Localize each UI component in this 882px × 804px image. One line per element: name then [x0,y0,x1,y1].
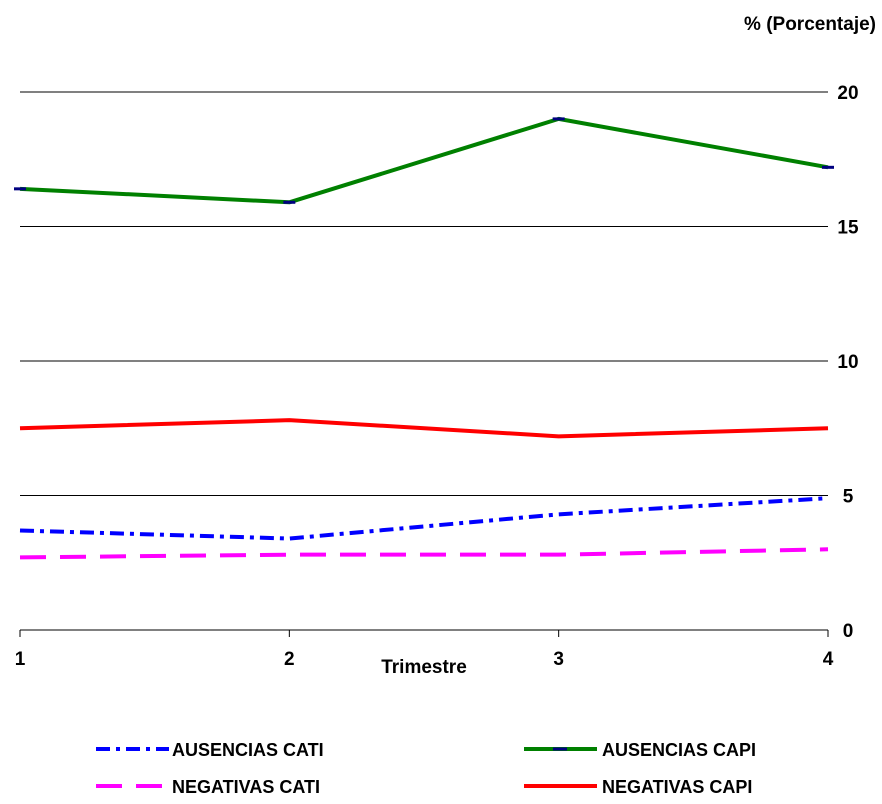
legend-label-ausencias-capi: AUSENCIAS CAPI [602,740,756,760]
legend-label-ausencias-cati: AUSENCIAS CATI [172,740,324,760]
y-tick-label: 0 [843,621,854,642]
x-tick-label: 3 [553,649,564,670]
y-tick-label: 15 [837,218,859,239]
y-tick-label: 20 [837,83,858,104]
x-axis-label: Trimestre [381,657,467,678]
y-tick-label: 10 [837,352,858,373]
x-tick-label: 2 [284,649,295,670]
x-axis [19,629,829,637]
series-line-ausencias-capi [19,116,829,205]
y-tick-label: 5 [843,487,854,508]
series-line-ausencias-cati [19,496,829,541]
legend-item-negativas-cati: NEGATIVAS CATI [96,777,320,797]
x-tick-label: 4 [823,649,834,670]
series-line-negativas-capi [19,418,829,439]
legend-item-ausencias-cati: AUSENCIAS CATI [96,740,324,760]
y-axis-tick-labels: 0 5 10 15 20 [837,83,859,642]
y-axis-label: % (Porcentaje) [744,14,876,35]
series-lines [14,116,834,560]
legend-item-negativas-capi: NEGATIVAS CAPI [524,777,752,797]
legend-item-ausencias-capi: AUSENCIAS CAPI [524,740,756,760]
x-axis-tick-labels: 1 2 3 4 [15,649,834,670]
legend: AUSENCIAS CATI AUSENCIAS CAPI NEGATIVAS … [96,740,756,797]
x-tick-label: 1 [15,649,26,670]
gridlines [20,91,828,496]
series-line-negativas-cati [19,547,829,560]
legend-label-negativas-cati: NEGATIVAS CATI [172,777,320,797]
legend-label-negativas-capi: NEGATIVAS CAPI [602,777,752,797]
